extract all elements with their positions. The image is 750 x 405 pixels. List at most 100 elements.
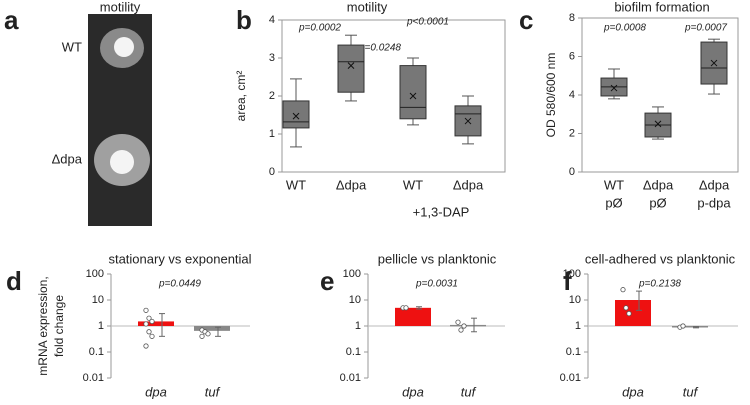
y-tick-label: 10 bbox=[349, 294, 361, 306]
p-value: p=0.0007 bbox=[684, 23, 727, 34]
bar bbox=[450, 324, 486, 327]
data-point bbox=[143, 321, 149, 327]
p-value: p=0.0002 bbox=[298, 23, 341, 34]
box bbox=[282, 100, 310, 129]
y-tick-label: 1 bbox=[98, 320, 104, 332]
data-point bbox=[680, 323, 686, 329]
y-tick-label: 0.1 bbox=[346, 346, 361, 358]
panel-letter: e bbox=[320, 266, 334, 296]
panel-letter: d bbox=[6, 266, 22, 296]
panel-title: motility bbox=[100, 0, 141, 14]
data-point bbox=[146, 329, 152, 335]
y-tick-label: 0 bbox=[269, 166, 275, 178]
x-tick-label: WT bbox=[403, 177, 423, 192]
data-point bbox=[623, 305, 629, 311]
y-tick-label: 1 bbox=[269, 128, 275, 140]
panel-letter: f bbox=[563, 266, 572, 296]
y-tick-label: 0.01 bbox=[560, 372, 581, 384]
y-tick-label: 100 bbox=[563, 268, 581, 280]
p-value: p=0.0449 bbox=[158, 279, 201, 290]
x-tick-label: p-dpa bbox=[697, 195, 731, 210]
data-point bbox=[146, 315, 152, 321]
mean-marker bbox=[654, 120, 662, 128]
bar bbox=[672, 326, 708, 328]
bar bbox=[615, 300, 651, 326]
x-tick-label: Δdpa bbox=[336, 177, 367, 192]
y-tick-label: 10 bbox=[569, 294, 581, 306]
y-axis-label: area, cm² bbox=[234, 71, 248, 122]
mean-marker bbox=[464, 117, 472, 125]
y-tick-label: 8 bbox=[569, 12, 575, 24]
x-tick-label: tuf bbox=[461, 384, 477, 399]
p-value: p<0.0001 bbox=[406, 17, 449, 28]
x-tick-label: dpa bbox=[402, 384, 424, 399]
strain-label: Δdpa bbox=[52, 151, 83, 166]
x-tick-label: tuf bbox=[205, 384, 221, 399]
p-value: p=0.0031 bbox=[415, 279, 458, 290]
y-tick-label: 1 bbox=[355, 320, 361, 332]
y-tick-label: 100 bbox=[343, 268, 361, 280]
p-value: p=0.0248 bbox=[358, 43, 401, 54]
bar bbox=[395, 307, 431, 326]
data-point bbox=[620, 287, 626, 293]
y-tick-label: 0.1 bbox=[89, 346, 104, 358]
y-tick-label: 0.1 bbox=[566, 346, 581, 358]
x-tick-label: pØ bbox=[605, 195, 622, 210]
x-tick-label: WT bbox=[604, 177, 624, 192]
mean-marker bbox=[409, 92, 417, 100]
x-tick-label: Δdpa bbox=[643, 177, 674, 192]
chart-title: pellicle vs planktonic bbox=[378, 251, 497, 266]
y-tick-label: 0.01 bbox=[83, 372, 104, 384]
data-point bbox=[205, 331, 211, 337]
panel-letter: c bbox=[519, 5, 533, 35]
x-tick-label: WT bbox=[286, 177, 306, 192]
box bbox=[399, 65, 427, 120]
colony-core bbox=[114, 37, 134, 57]
bar bbox=[194, 326, 230, 331]
y-tick-label: 4 bbox=[269, 14, 275, 26]
bar bbox=[138, 321, 174, 326]
y-tick-label: 6 bbox=[569, 50, 575, 62]
mean-marker bbox=[610, 84, 618, 92]
mean-marker bbox=[710, 59, 718, 67]
y-axis-label: OD 580/600 nm bbox=[544, 53, 558, 138]
y-tick-label: 10 bbox=[92, 294, 104, 306]
panel-letter: b bbox=[236, 5, 252, 35]
y-tick-label: 4 bbox=[569, 89, 575, 101]
data-point bbox=[143, 343, 149, 349]
x-tick-label: dpa bbox=[622, 384, 644, 399]
x-tick-label: dpa bbox=[145, 384, 167, 399]
x-tick-label: Δdpa bbox=[699, 177, 730, 192]
data-point bbox=[149, 333, 155, 339]
box bbox=[337, 44, 365, 93]
data-point bbox=[626, 310, 632, 317]
group-label: +1,3-DAP bbox=[413, 204, 470, 219]
y-axis-label: fold change bbox=[52, 295, 66, 357]
y-tick-label: 2 bbox=[269, 90, 275, 102]
x-tick-label: pØ bbox=[649, 195, 666, 210]
y-tick-label: 0 bbox=[569, 166, 575, 178]
data-point bbox=[199, 333, 205, 339]
chart-title: motility bbox=[347, 0, 388, 14]
panel-letter: a bbox=[4, 5, 19, 35]
y-tick-label: 3 bbox=[269, 52, 275, 64]
colony-core bbox=[110, 150, 134, 174]
mean-marker bbox=[347, 62, 355, 69]
p-value: p=0.2138 bbox=[638, 279, 681, 290]
data-point bbox=[149, 318, 155, 325]
data-point bbox=[458, 327, 464, 333]
x-tick-label: tuf bbox=[683, 384, 699, 399]
data-point bbox=[455, 319, 461, 325]
chart-title: stationary vs exponential bbox=[108, 251, 251, 266]
y-tick-label: 1 bbox=[575, 320, 581, 332]
x-tick-label: Δdpa bbox=[453, 177, 484, 192]
data-point bbox=[461, 323, 467, 329]
chart-title: biofilm formation bbox=[614, 0, 709, 14]
y-axis-label: mRNA expression, bbox=[36, 276, 50, 375]
chart-title: cell-adhered vs planktonic bbox=[585, 251, 736, 266]
mean-marker bbox=[292, 112, 300, 120]
data-point bbox=[403, 305, 409, 311]
y-tick-label: 2 bbox=[569, 127, 575, 139]
y-tick-label: 0.01 bbox=[340, 372, 361, 384]
